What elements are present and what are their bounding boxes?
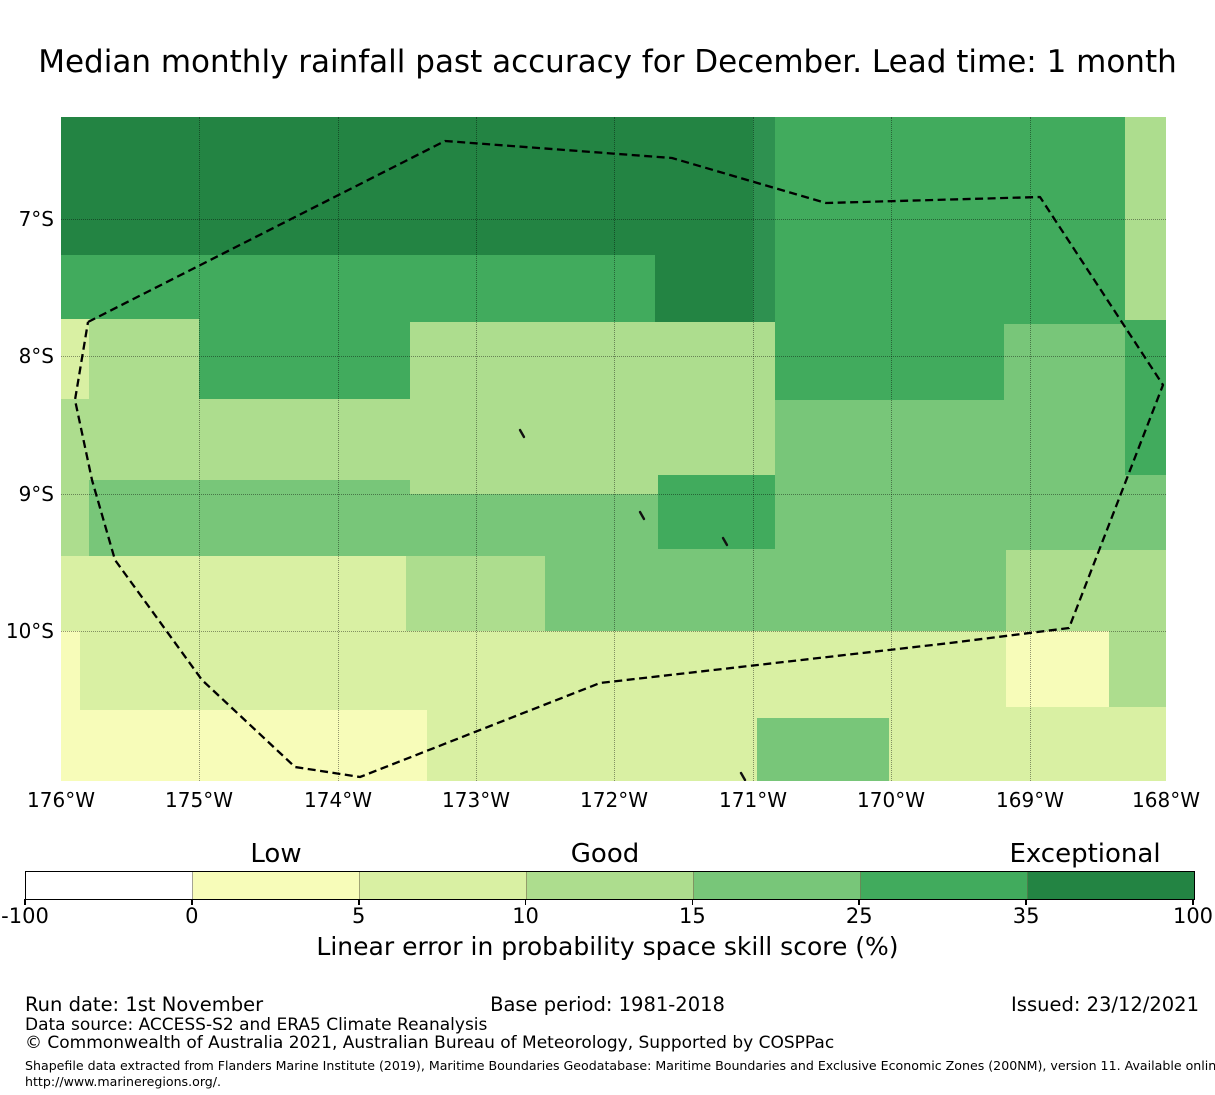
map-cell	[1006, 631, 1109, 707]
run-date-text: Run date: 1st November	[25, 993, 264, 1016]
colorbar-tick-label: 10	[512, 904, 539, 928]
map-cell	[199, 319, 410, 399]
y-axis-label: 10°S	[5, 619, 54, 643]
colorbar-tick-label: -100	[1, 904, 49, 928]
x-axis-label: 176°W	[27, 788, 95, 812]
island-mark	[638, 510, 646, 521]
colorbar-tick	[191, 899, 193, 905]
island-mark	[721, 536, 729, 547]
y-axis-label: 7°S	[18, 207, 54, 231]
colorbar-segment	[694, 872, 861, 899]
colorbar-axis-label: Linear error in probability space skill …	[316, 932, 899, 961]
map-cell	[410, 322, 775, 494]
colorbar-tick	[357, 899, 360, 905]
x-axis-label: 170°W	[857, 788, 925, 812]
colorbar	[25, 871, 1195, 900]
base-period-text: Base period: 1981-2018	[490, 993, 725, 1016]
map-cell	[775, 324, 1004, 400]
map-cell	[61, 319, 89, 399]
shapefile-note: Shapefile data extracted from Flanders M…	[25, 1058, 1215, 1073]
x-axis-label: 174°W	[304, 788, 372, 812]
colorbar-tick	[691, 899, 694, 905]
colorbar-tick-label: 25	[845, 904, 873, 928]
x-axis-label: 171°W	[719, 788, 787, 812]
map-cell	[61, 710, 427, 781]
colorbar-tick-label: 5	[352, 904, 366, 928]
map-cell	[89, 399, 410, 480]
y-axis-label: 9°S	[18, 482, 54, 506]
x-axis-label: 168°W	[1132, 788, 1200, 812]
x-axis-label: 173°W	[442, 788, 510, 812]
colorbar-tick	[1192, 899, 1194, 905]
colorbar-segment	[861, 872, 1028, 899]
issued-text: Issued: 23/12/2021	[1011, 993, 1199, 1016]
map-cell	[61, 631, 80, 710]
legend-category-label: Low	[250, 839, 302, 869]
colorbar-segment	[527, 872, 694, 899]
map-overlay	[73, 139, 1165, 781]
colorbar-tick	[524, 899, 527, 905]
legend-category-label: Good	[570, 839, 640, 869]
map-cell	[61, 556, 406, 631]
eez-boundary-line	[73, 139, 1165, 779]
colorbar-tick	[1025, 899, 1027, 905]
map-cell	[753, 117, 775, 322]
map-cell	[1125, 117, 1166, 320]
colorbar-segment	[26, 872, 193, 899]
map-cell	[61, 117, 753, 255]
map-cell	[61, 255, 655, 322]
x-axis-label: 175°W	[165, 788, 233, 812]
colorbar-segment	[193, 872, 360, 899]
island-mark	[518, 428, 526, 439]
legend-category-label: Exceptional	[1009, 839, 1161, 869]
y-axis-label: 8°S	[18, 344, 54, 368]
copyright-text: © Commonwealth of Australia 2021, Austra…	[25, 1033, 835, 1053]
colorbar-segment	[1028, 872, 1194, 899]
colorbar-tick	[24, 899, 26, 905]
map-cell	[658, 475, 775, 549]
map-cell	[89, 319, 199, 399]
colorbar-segment	[360, 872, 527, 899]
map-cell	[61, 399, 89, 556]
colorbar-tick-label: 35	[1012, 904, 1040, 928]
rainfall-accuracy-map	[61, 117, 1166, 781]
island-mark	[739, 771, 747, 781]
map-cell	[406, 556, 545, 631]
colorbar-tick-label: 100	[1172, 904, 1214, 928]
map-cell	[775, 117, 1125, 324]
shapefile-url: http://www.marineregions.org/.	[25, 1074, 222, 1089]
map-cell	[1006, 550, 1166, 631]
chart-title: Median monthly rainfall past accuracy fo…	[38, 44, 1177, 80]
x-axis-label: 169°W	[996, 788, 1064, 812]
colorbar-tick	[858, 899, 861, 905]
map-cell	[1109, 631, 1166, 707]
colorbar-tick-label: 0	[185, 904, 199, 928]
map-cell	[757, 718, 889, 781]
x-axis-label: 172°W	[580, 788, 648, 812]
colorbar-tick-label: 15	[679, 904, 706, 928]
data-source-text: Data source: ACCESS-S2 and ERA5 Climate …	[25, 1015, 488, 1035]
map-cell	[655, 255, 753, 322]
